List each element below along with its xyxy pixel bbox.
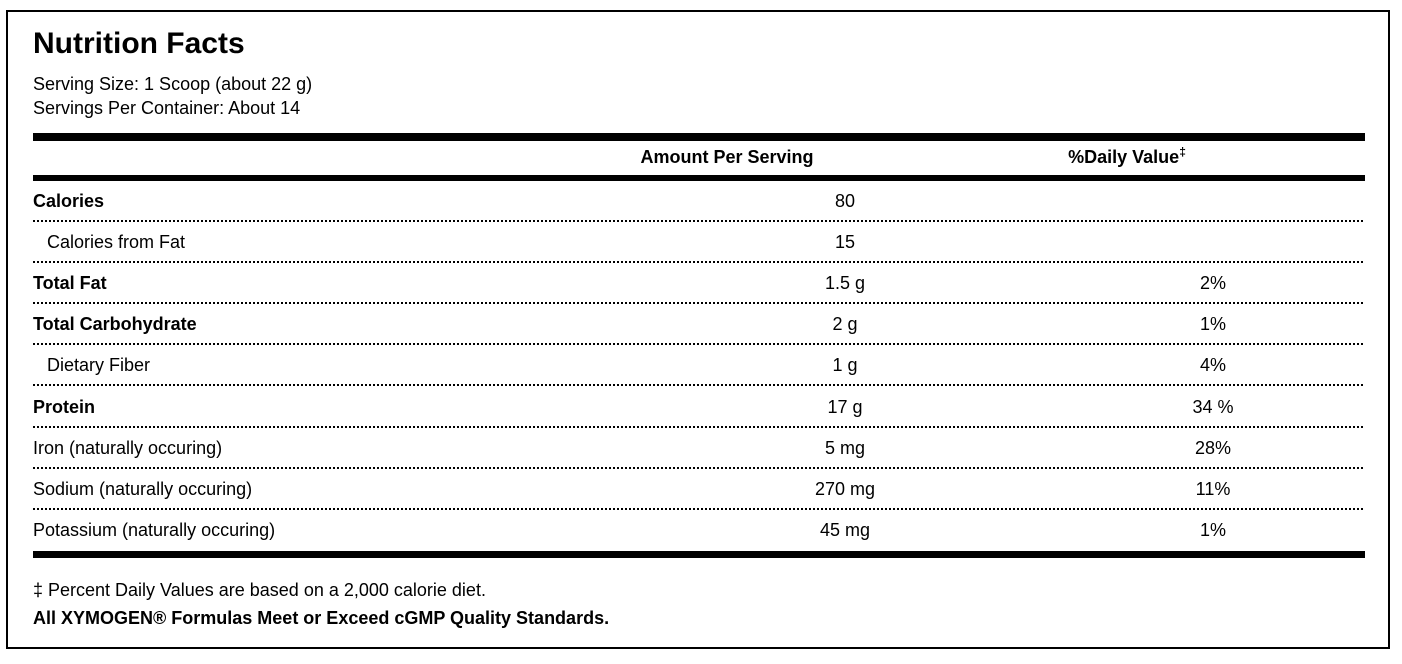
- table-row: Calories from Fat 15: [33, 222, 1365, 264]
- nutrient-amount: 1.5 g: [824, 273, 866, 294]
- table-header-row: Amount Per Serving %Daily Value‡: [33, 145, 1365, 169]
- nutrient-amount: 5 mg: [824, 437, 866, 458]
- nutrient-name: Sodium (naturally occuring): [33, 478, 253, 499]
- table-row: Iron (naturally occuring) 5 mg 28%: [33, 428, 1365, 469]
- nutrient-daily-value: 1%: [1199, 314, 1226, 335]
- table-row: Calories 80: [33, 181, 1365, 223]
- table-row: Total Fat 1.5 g 2%: [33, 263, 1365, 305]
- nutrient-daily-value: 1%: [1199, 519, 1226, 540]
- nutrient-daily-value: 34 %: [1192, 396, 1234, 417]
- divider-header-bottom: [33, 175, 1365, 181]
- nutrition-facts-title: Nutrition Facts: [33, 27, 245, 60]
- nutrient-amount: 80: [834, 191, 856, 212]
- servings-per-container-text: Servings Per Container: About 14: [33, 98, 301, 118]
- serving-size-text: Serving Size: 1 Scoop (about 22 g): [33, 74, 313, 94]
- nutrient-daily-value: 11%: [1195, 478, 1231, 499]
- nutrient-name: Iron (naturally occuring): [33, 437, 223, 458]
- nutrient-name: Potassium (naturally occuring): [33, 519, 276, 540]
- column-header-amount-per-serving: Amount Per Serving: [640, 147, 814, 167]
- nutrient-daily-value: 2%: [1199, 273, 1226, 294]
- divider-thick-top: [33, 133, 1365, 141]
- table-row: Dietary Fiber 1 g 4%: [33, 345, 1365, 387]
- table-row: Sodium (naturally occuring) 270 mg 11%: [33, 469, 1365, 510]
- nutrient-amount: 15: [834, 232, 856, 253]
- nutrient-amount: 2 g: [832, 314, 858, 335]
- daily-value-footnote-mark: ‡: [1179, 145, 1186, 159]
- quality-standards-footnote: All XYMOGEN® Formulas Meet or Exceed cGM…: [33, 608, 610, 628]
- nutrient-daily-value: 28%: [1194, 437, 1232, 458]
- table-row: Total Carbohydrate 2 g 1%: [33, 304, 1365, 346]
- label-border: [6, 10, 1390, 649]
- table-row: Protein 17 g 34 %: [33, 386, 1365, 428]
- divider-thick-bottom: [33, 551, 1365, 558]
- nutrient-name: Total Fat: [33, 273, 107, 294]
- table-row: Potassium (naturally occuring) 45 mg 1%: [33, 510, 1365, 551]
- nutrient-name: Calories: [33, 191, 105, 212]
- column-header-daily-value-text: %Daily Value: [1068, 147, 1180, 167]
- nutrient-name: Dietary Fiber: [47, 355, 151, 376]
- daily-value-footnote: ‡ Percent Daily Values are based on a 2,…: [33, 580, 486, 600]
- nutrient-amount: 17 g: [827, 396, 863, 417]
- nutrient-amount: 1 g: [832, 355, 858, 376]
- nutrition-table: Calories 80 Calories from Fat 15 Total F…: [33, 181, 1365, 551]
- nutrient-name: Calories from Fat: [47, 232, 186, 253]
- nutrient-name: Protein: [33, 396, 96, 417]
- column-header-daily-value: %Daily Value‡: [1002, 145, 1252, 169]
- nutrient-amount: 45 mg: [819, 519, 871, 540]
- nutrient-name: Total Carbohydrate: [33, 314, 197, 335]
- nutrient-amount: 270 mg: [814, 478, 876, 499]
- nutrient-daily-value: 4%: [1199, 355, 1226, 376]
